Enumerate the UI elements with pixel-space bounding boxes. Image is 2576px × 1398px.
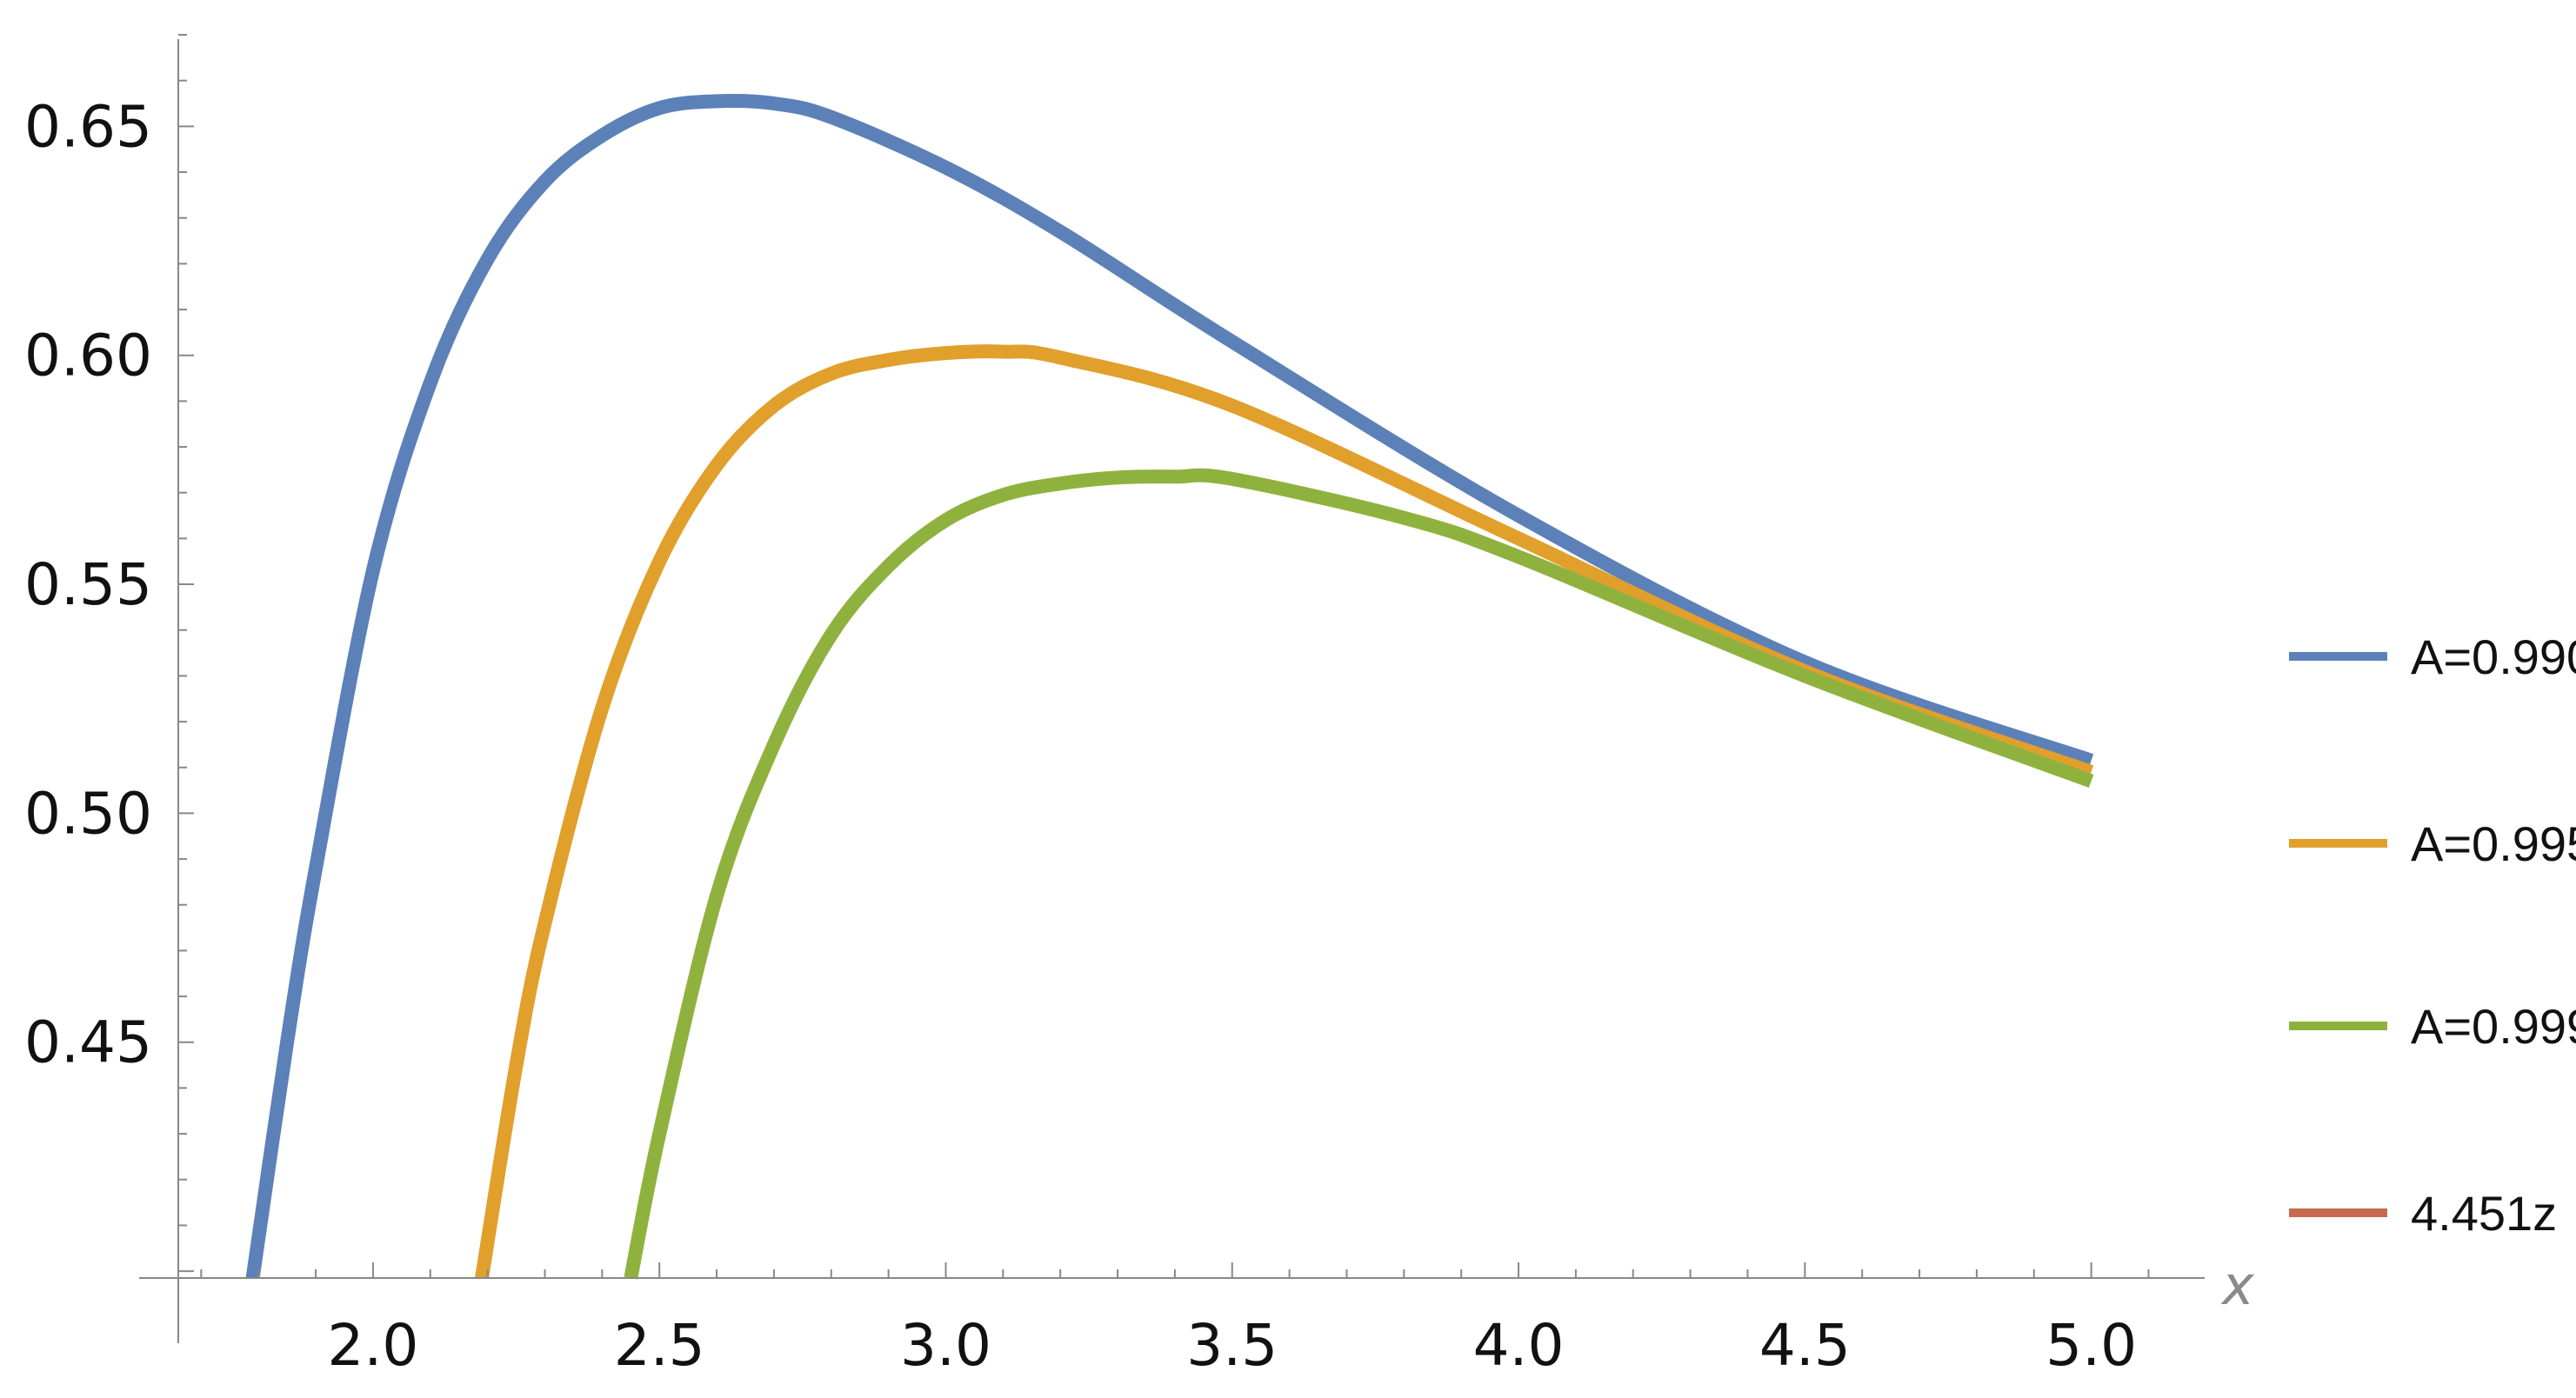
legend: A=0.990 A=0.995 A=0.999 4.451z [2289, 629, 2576, 1241]
ticks-layer: 2.0 2.5 3.0 3.5 4.0 4.5 5.0 0.45 0.50 0.55 0.60 0.6… [24, 34, 2150, 1379]
series-line-0 [245, 93, 2094, 1280]
x-tick-label: 3.5 [1186, 1312, 1278, 1379]
x-tick-label: 4.0 [1473, 1312, 1565, 1379]
series-line-2 [624, 468, 2094, 1280]
x-tick-label: 3.0 [900, 1312, 991, 1379]
x-tick-label: 2.0 [327, 1312, 418, 1379]
x-tick-label: 2.5 [614, 1312, 705, 1379]
x-tick-label: 4.5 [1759, 1312, 1851, 1379]
legend-label-1: A=0.995 [2411, 816, 2576, 871]
x-axis-label: x [2220, 1254, 2255, 1317]
legend-label-2: A=0.999 [2411, 999, 2576, 1054]
x-tick-label: 5.0 [2045, 1312, 2137, 1379]
series-line-1 [475, 344, 2094, 1280]
legend-label-0: A=0.990 [2411, 629, 2576, 684]
y-tick-label: 0.45 [24, 1009, 152, 1076]
curves-layer [245, 93, 2094, 1280]
legend-label-3: 4.451z [2411, 1186, 2557, 1241]
axes-layer [139, 39, 2205, 1343]
y-tick-label: 0.55 [24, 551, 152, 618]
y-tick-label: 0.65 [24, 93, 152, 160]
y-tick-label: 0.60 [24, 323, 152, 389]
y-tick-label: 0.50 [24, 780, 152, 847]
